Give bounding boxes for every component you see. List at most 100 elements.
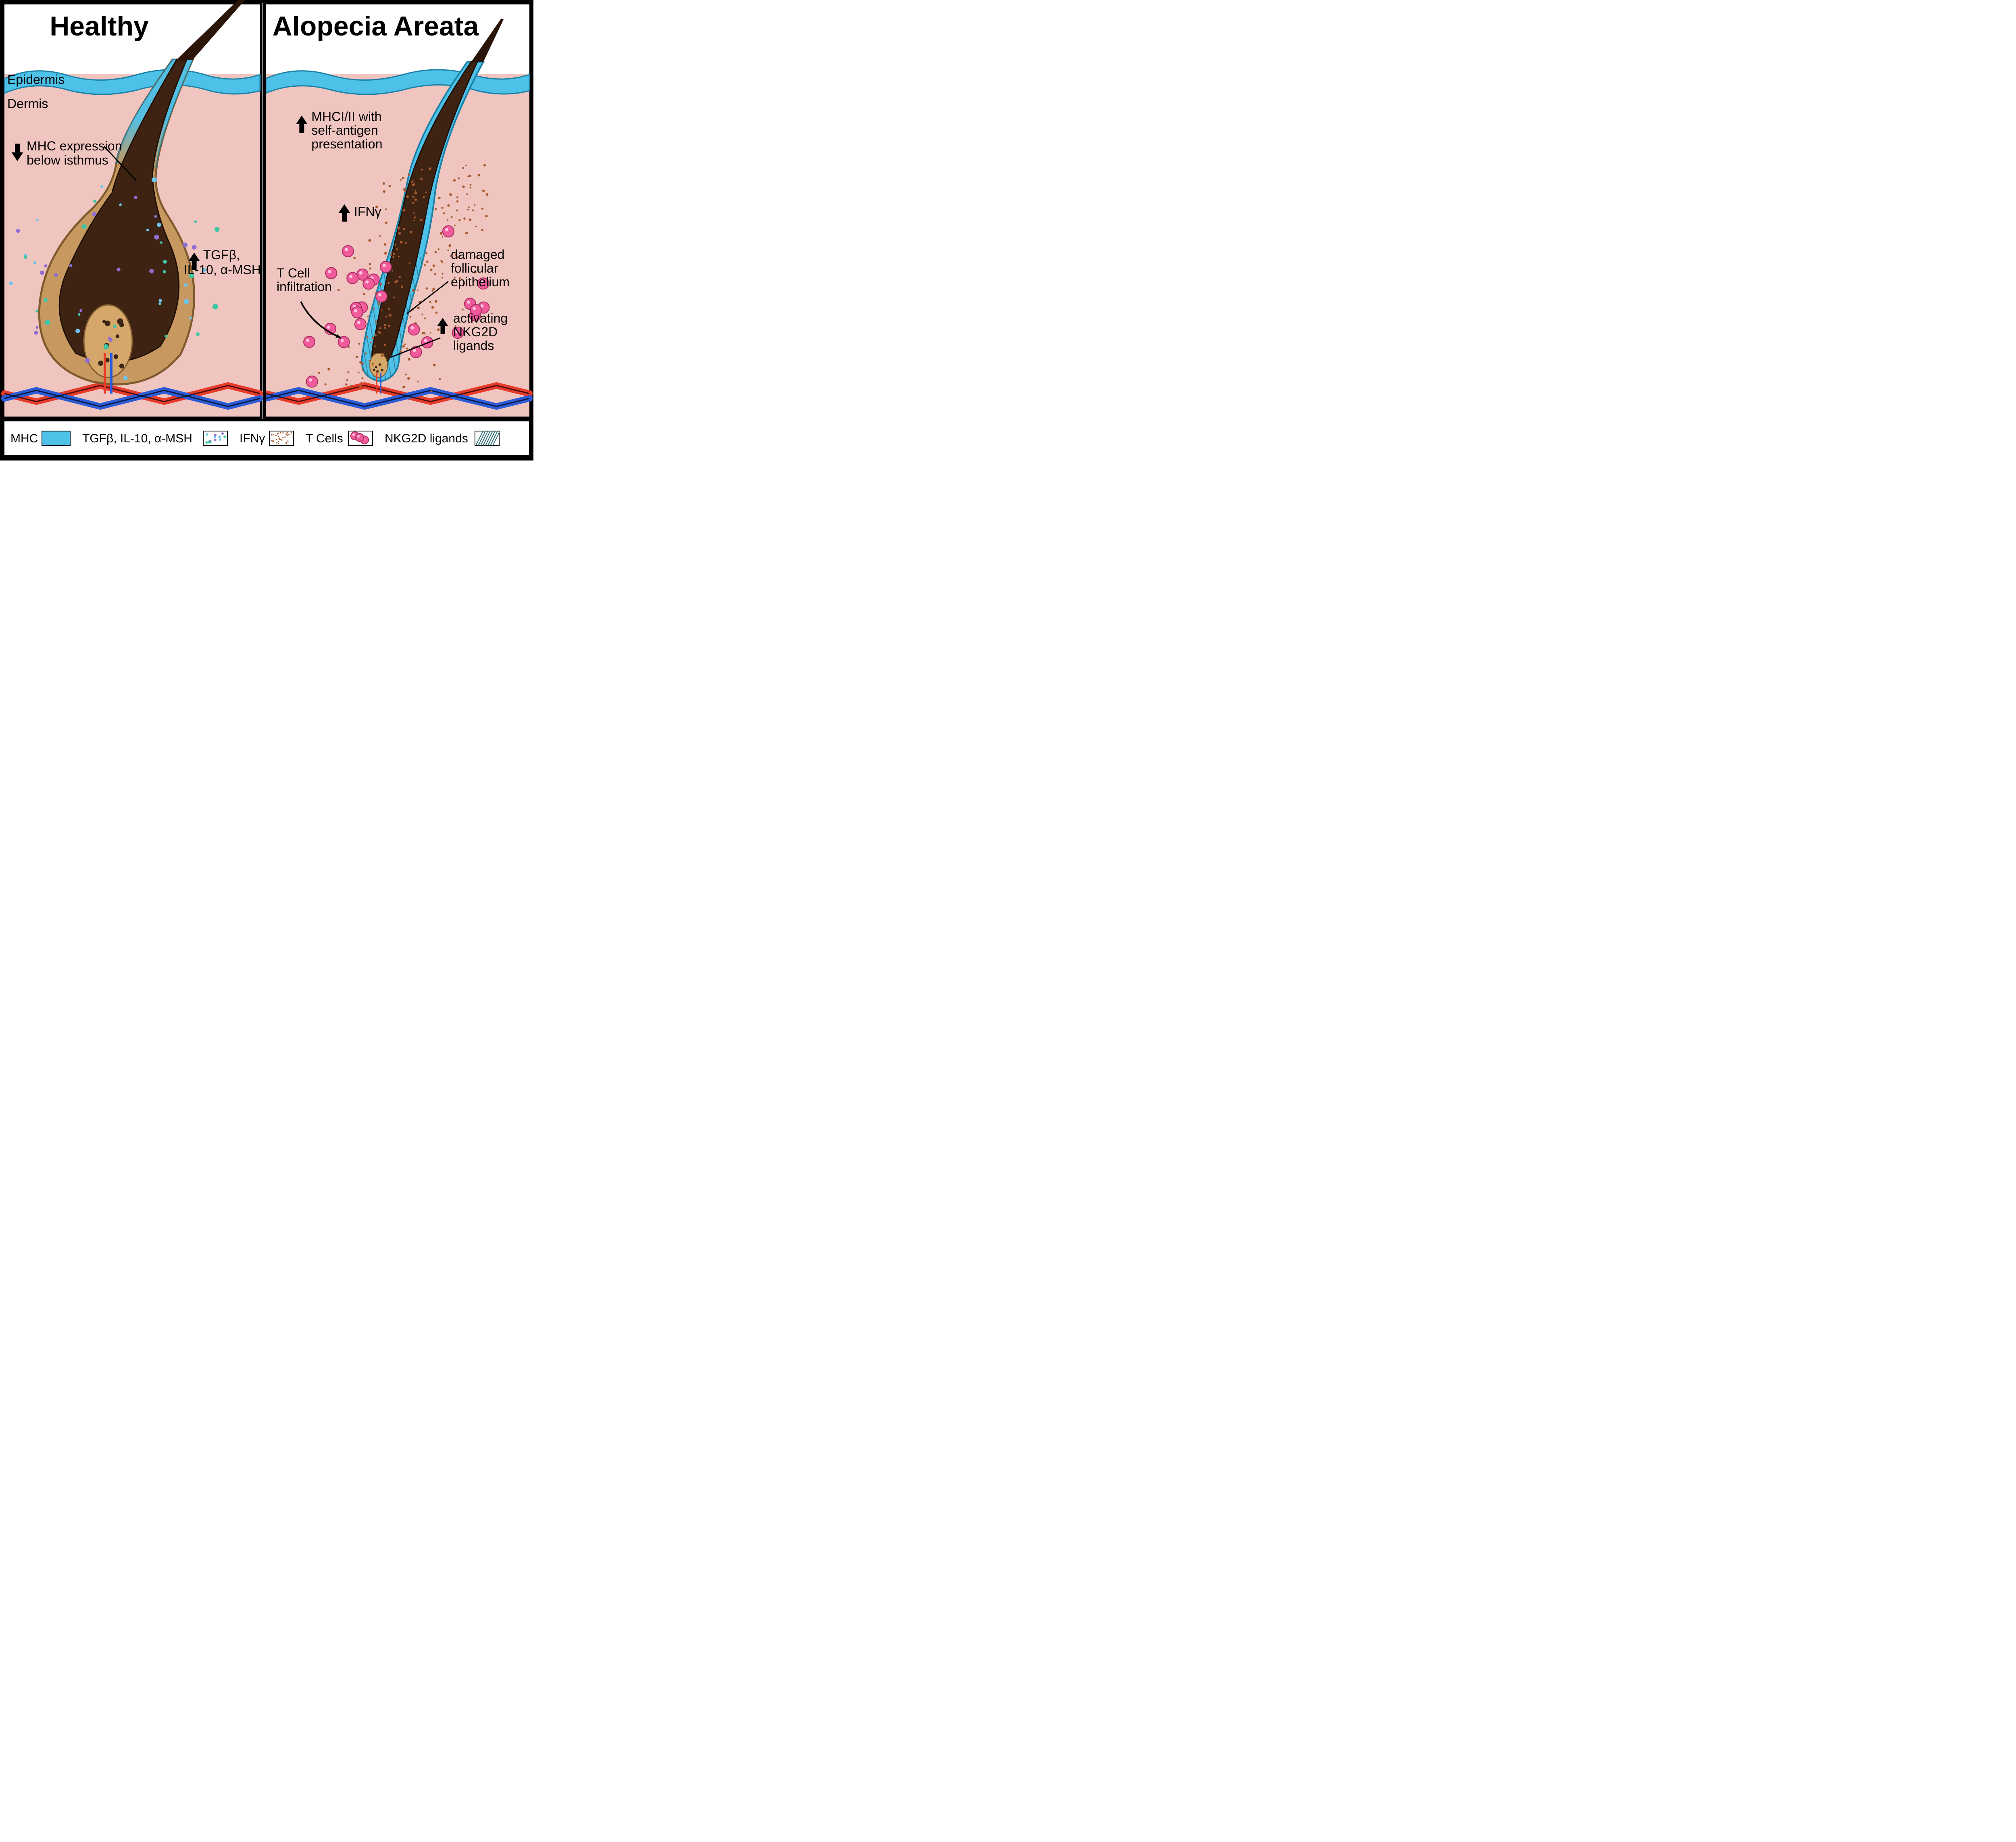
ifng-dot xyxy=(393,252,395,255)
ifng-dot xyxy=(454,225,456,226)
ifng-dot xyxy=(385,221,387,224)
ifng-dot xyxy=(469,219,471,221)
ifng-dot xyxy=(421,169,423,171)
ifng-dot xyxy=(465,165,467,166)
ifng-dot xyxy=(462,308,464,310)
ifng-dot xyxy=(412,181,414,182)
ifng-dot xyxy=(372,337,374,340)
ifng-dot xyxy=(467,175,469,177)
ifng-dot xyxy=(425,192,427,193)
ifng-dot xyxy=(347,371,349,373)
ifng-dot xyxy=(478,174,480,176)
ifng-dot xyxy=(413,183,415,185)
ifng-dot xyxy=(399,276,401,278)
ifng-dot xyxy=(404,344,406,345)
ifng-dot xyxy=(390,254,392,256)
ifng-dot xyxy=(372,364,373,366)
ifng-dot xyxy=(469,175,471,177)
ifng-dot xyxy=(440,260,442,262)
cytokine-dot xyxy=(154,215,157,218)
t-cell xyxy=(376,291,387,302)
cytokine-dot xyxy=(104,344,109,350)
cytokine-dot xyxy=(119,203,121,206)
legend-swatch-mhc xyxy=(42,431,70,446)
ifng-dot xyxy=(361,363,364,365)
cytokine-dot xyxy=(36,326,39,329)
t-cell xyxy=(352,307,363,318)
ifng-dot xyxy=(353,257,356,259)
ifng-dot xyxy=(358,372,360,373)
ifng-dot xyxy=(439,378,441,380)
ifng-dot xyxy=(417,381,419,383)
ifng-dot xyxy=(433,364,436,367)
ifng-dot xyxy=(417,290,419,291)
ifng-dot xyxy=(398,229,399,230)
t-cell xyxy=(342,246,354,257)
legend-swatch-ifng xyxy=(269,431,294,446)
ifng-dot xyxy=(442,207,444,209)
ifng-dot xyxy=(410,231,412,233)
label-tgfb-2: IL-10, α-MSH xyxy=(184,263,261,277)
t-cell xyxy=(304,336,315,348)
cytokine-dot xyxy=(152,177,157,182)
ifng-dot xyxy=(414,190,416,192)
ifng-dot xyxy=(431,390,433,392)
cytokine-dot xyxy=(82,224,87,229)
ifng-dot xyxy=(481,208,483,210)
ifng-dot xyxy=(356,356,358,358)
ifng-dot xyxy=(350,385,352,388)
cytokine-dot xyxy=(117,268,120,271)
ifng-dot xyxy=(392,270,393,272)
label-tcell-1: T Cell xyxy=(277,266,310,280)
cytokine-dot xyxy=(215,227,219,232)
ifng-dot xyxy=(383,190,385,193)
ifng-dot xyxy=(374,345,376,347)
ifng-dot xyxy=(475,226,477,227)
t-cell xyxy=(325,267,337,279)
ifng-dot xyxy=(437,328,440,331)
label-tcell-2: infiltration xyxy=(277,279,332,294)
panel-left: HealthyEpidermisDermisMHC expressionbelo… xyxy=(3,0,261,418)
ifng-dot xyxy=(383,182,385,185)
cytokine-dot xyxy=(134,196,137,199)
ifng-dot xyxy=(373,354,375,356)
ifng-dot xyxy=(384,344,386,346)
legend-label-tcell: T Cells xyxy=(306,432,343,445)
ifng-dot xyxy=(463,217,466,220)
ifng-dot xyxy=(462,167,464,169)
ifng-dot xyxy=(456,209,458,211)
ifng-dot xyxy=(366,336,368,338)
ifng-dot xyxy=(365,352,367,354)
ifng-dot xyxy=(400,350,402,353)
panel-title-left: Healthy xyxy=(50,11,149,42)
cytokine-dot xyxy=(165,335,167,338)
ifng-dot xyxy=(398,226,400,229)
cytokine-dot xyxy=(184,299,189,304)
ifng-dot xyxy=(375,390,376,391)
cytokine-dot xyxy=(163,270,166,273)
ifng-dot xyxy=(482,190,485,192)
ifng-dot xyxy=(402,209,405,211)
legend-swatch-nkg2d xyxy=(475,431,500,446)
cytokine-dot xyxy=(163,260,167,264)
ifng-dot xyxy=(422,332,424,334)
cytokine-dot xyxy=(54,273,58,277)
ifng-dot xyxy=(398,232,401,235)
cytokine-dot xyxy=(78,313,80,316)
legend-swatch-cyto xyxy=(203,431,227,446)
cytokine-dot xyxy=(212,304,218,309)
ifng-dot xyxy=(394,281,397,283)
ifng-dot xyxy=(451,216,452,218)
label-nkg2d-2: NKG2D xyxy=(453,325,498,339)
ifng-dot xyxy=(363,293,365,295)
ifng-dot xyxy=(378,302,381,305)
ifng-dot xyxy=(423,196,425,198)
ifng-dot xyxy=(424,264,426,266)
ifng-dot xyxy=(442,277,443,279)
ifng-dot xyxy=(325,383,327,385)
ifng-dot xyxy=(468,206,470,208)
ifng-dot xyxy=(412,202,414,204)
ifng-dot xyxy=(384,252,387,255)
ifng-dot xyxy=(402,177,404,179)
ifng-dot xyxy=(373,308,375,310)
